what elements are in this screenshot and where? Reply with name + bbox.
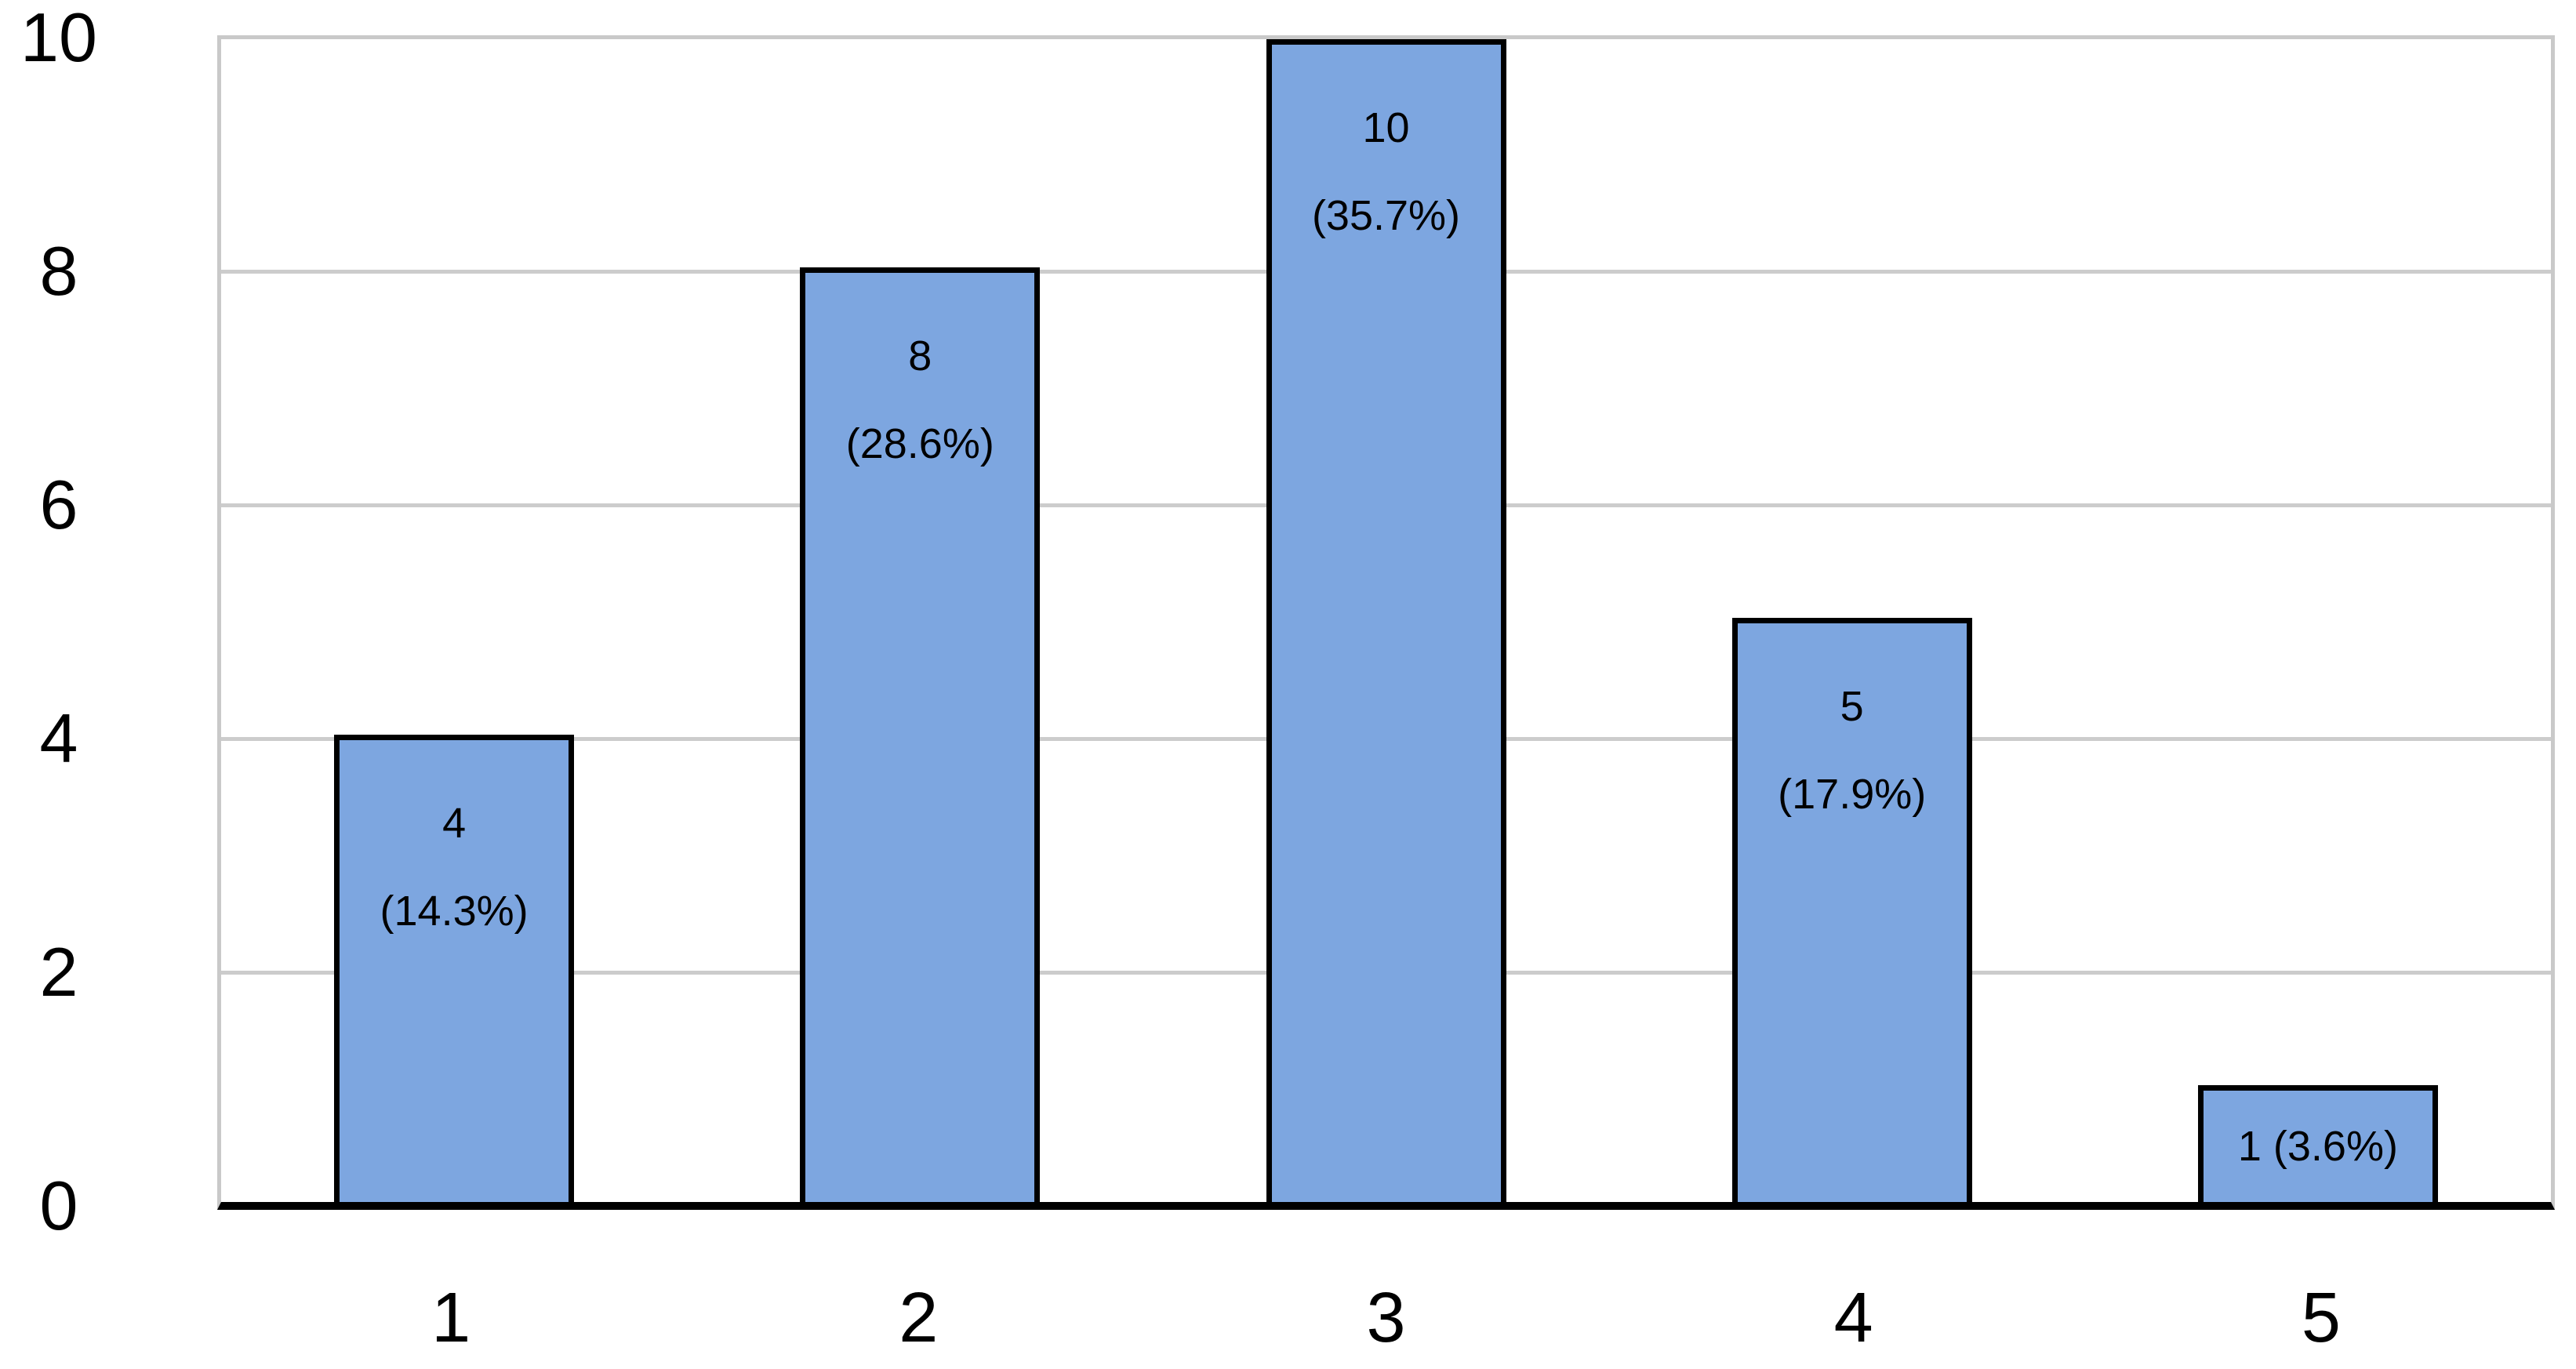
x-tick-label-2: 2 xyxy=(899,1279,939,1357)
bar-label-2: 8 (28.6%) xyxy=(805,312,1034,488)
bar-label-1: 4 (14.3%) xyxy=(340,779,569,955)
y-tick-label-6: 6 xyxy=(39,466,78,543)
bar-percent-label: (35.7%) xyxy=(1311,192,1461,239)
y-tick-label-4: 4 xyxy=(39,699,78,777)
y-tick-label-10: 10 xyxy=(20,0,97,76)
bar-label-4: 5 (17.9%) xyxy=(1738,663,1967,838)
bar-value-label: 5 xyxy=(1840,683,1864,730)
bar-label-5: 1 (3.6%) xyxy=(2204,1091,2432,1202)
x-tick-label-1: 1 xyxy=(431,1279,471,1357)
y-tick-label-0: 0 xyxy=(39,1167,78,1244)
bar-percent-label: (28.6%) xyxy=(845,420,994,467)
bar-value-label: 10 xyxy=(1362,104,1410,151)
bar-slot-5: 1 (3.6%) xyxy=(2085,39,2551,1202)
bar-value-label: 8 xyxy=(908,332,932,379)
x-tick-label-3: 3 xyxy=(1366,1279,1406,1357)
bar-value-label: 4 xyxy=(442,800,467,847)
bar-4: 5 (17.9%) xyxy=(1731,618,1972,1202)
bar-percent-label: (17.9%) xyxy=(1778,771,1927,818)
bars-container: 4 (14.3%) 8 (28.6%) 10 (35.7%) 5 (17.9%) 1 (3.6%… xyxy=(221,39,2551,1202)
x-tick-label-4: 4 xyxy=(1833,1279,1873,1357)
bar-3: 10 (35.7%) xyxy=(1266,39,1506,1202)
bar-slot-2: 8 (28.6%) xyxy=(687,39,1153,1202)
bar-percent-label: (14.3%) xyxy=(380,888,529,935)
bar-slot-1: 4 (14.3%) xyxy=(221,39,687,1202)
bar-label-3: 10 (35.7%) xyxy=(1272,84,1501,260)
y-tick-label-8: 8 xyxy=(39,232,78,310)
bar-5: 1 (3.6%) xyxy=(2197,1085,2438,1202)
bar-2: 8 (28.6%) xyxy=(800,267,1041,1202)
x-tick-label-5: 5 xyxy=(2301,1279,2341,1357)
bar-value-label: 1 (3.6%) xyxy=(2237,1123,2398,1170)
bar-1: 4 (14.3%) xyxy=(334,735,575,1202)
bar-slot-3: 10 (35.7%) xyxy=(1153,39,1619,1202)
y-tick-label-2: 2 xyxy=(39,933,78,1011)
x-axis: 1 2 3 4 5 xyxy=(217,1278,2555,1360)
bar-slot-4: 5 (17.9%) xyxy=(1619,39,2085,1202)
plot-area: 4 (14.3%) 8 (28.6%) 10 (35.7%) 5 (17.9%) 1 (3.6%… xyxy=(217,35,2555,1210)
